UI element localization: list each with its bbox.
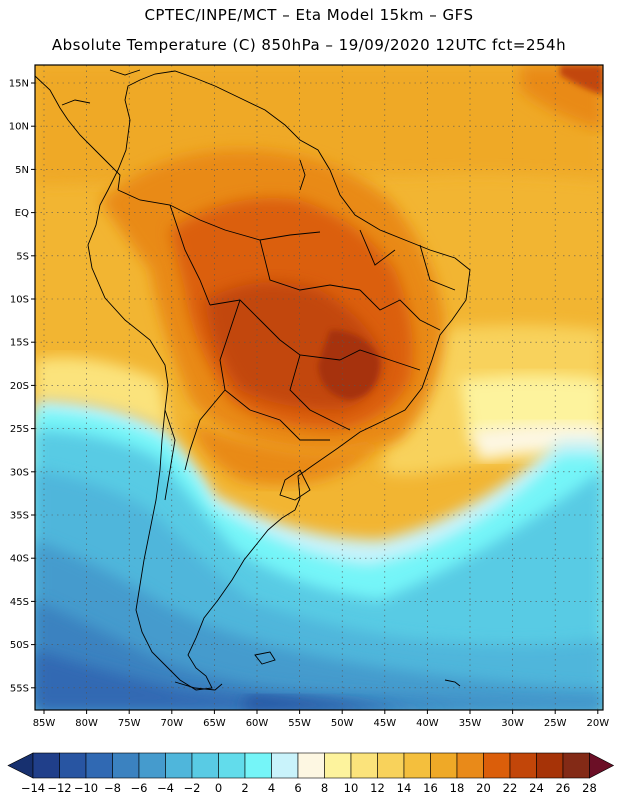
lat-label-EQ: EQ (15, 208, 29, 219)
lon-label-45W: 45W (373, 718, 396, 729)
colorbar-swatch (483, 752, 511, 779)
colorbar-swatch (244, 752, 272, 779)
lat-label-10N: 10N (9, 122, 29, 133)
colorbar-swatch (191, 752, 219, 779)
coastlines-and-borders (35, 69, 471, 691)
colorbar-label: 10 (344, 781, 359, 795)
lon-label-80W: 80W (75, 718, 98, 729)
colorbar-swatch (138, 752, 166, 779)
colorbar-label: −10 (74, 781, 98, 795)
colorbar-swatch (324, 752, 352, 779)
lon-label-75W: 75W (118, 718, 141, 729)
colorbar-swatch (509, 752, 537, 779)
colorbar-swatch (297, 752, 325, 779)
lon-label-85W: 85W (33, 718, 56, 729)
colorbar-label: 22 (503, 781, 518, 795)
colorbar-swatch (350, 752, 378, 779)
lon-label-20W: 20W (586, 718, 609, 729)
colorbar-label: −12 (47, 781, 71, 795)
lat-label-5S: 5S (16, 251, 29, 262)
colorbar-under-arrow (7, 752, 34, 779)
colorbar-label: 28 (582, 781, 597, 795)
colorbar-label: −4 (157, 781, 174, 795)
graticule (35, 65, 603, 710)
lon-label-65W: 65W (203, 718, 226, 729)
lat-label-10S: 10S (10, 295, 29, 306)
colorbar-label: 6 (294, 781, 301, 795)
colorbar-label: 0 (215, 781, 222, 795)
map-subtitle: Absolute Temperature (C) 850hPa – 19/09/… (51, 36, 567, 54)
colorbar-swatch (403, 752, 431, 779)
lon-label-30W: 30W (501, 718, 524, 729)
lat-label-35S: 35S (10, 511, 29, 522)
colorbar-label: 12 (370, 781, 385, 795)
lon-label-50W: 50W (331, 718, 354, 729)
colorbar-swatch (32, 752, 60, 779)
lat-label-15S: 15S (10, 338, 29, 349)
colorbar-label: 14 (397, 781, 412, 795)
lon-label-40W: 40W (416, 718, 439, 729)
colorbar-swatch (430, 752, 458, 779)
colorbar-label: 8 (321, 781, 328, 795)
colorbar-label: 26 (556, 781, 571, 795)
colorbar-label: −2 (184, 781, 201, 795)
lat-label-40S: 40S (10, 554, 29, 565)
colorbar-swatch (59, 752, 87, 779)
colorbar-label: −8 (104, 781, 121, 795)
colorbar-label: 20 (476, 781, 491, 795)
lat-label-20S: 20S (10, 381, 29, 392)
lat-label-15N: 15N (9, 79, 29, 90)
longitude-labels: 85W 80W 75W 70W 65W 60W 55W 50W 45W 40W 35W 30W 25W 2… (33, 710, 609, 729)
colorbar-swatch (536, 752, 564, 779)
colorbar-swatch (85, 752, 113, 779)
temperature-field (35, 65, 603, 710)
colorbar-label: 18 (450, 781, 465, 795)
colorbar-label: 2 (241, 781, 248, 795)
map-frame (34, 64, 604, 711)
colorbar-swatch (456, 752, 484, 779)
map-title: CPTEC/INPE/MCT – Eta Model 15km – GFS (144, 6, 474, 24)
lon-label-25W: 25W (544, 718, 567, 729)
colorbar: −14 −12 −10 −8 −6 −4 −2 0 2 4 6 8 10 12 14 16 18 20 22 24 26… (7, 752, 615, 795)
lat-label-55S: 55S (10, 683, 29, 694)
lat-label-25S: 25S (10, 424, 29, 435)
lon-label-55W: 55W (288, 718, 311, 729)
lat-label-5N: 5N (15, 165, 29, 176)
lon-label-70W: 70W (160, 718, 183, 729)
lat-label-30S: 30S (10, 467, 29, 478)
colorbar-swatch (377, 752, 405, 779)
lon-label-35W: 35W (459, 718, 482, 729)
colorbar-swatch (218, 752, 246, 779)
colorbar-label: 16 (423, 781, 438, 795)
lon-label-60W: 60W (246, 718, 269, 729)
lat-label-45S: 45S (10, 597, 29, 608)
colorbar-label: −6 (131, 781, 148, 795)
colorbar-swatch (165, 752, 193, 779)
lat-label-50S: 50S (10, 640, 29, 651)
colorbar-label: −14 (21, 781, 45, 795)
colorbar-label: 4 (268, 781, 275, 795)
colorbar-label: 24 (529, 781, 544, 795)
latitude-labels: 15N 10N 5N EQ 5S 10S 15S 20S 25S 30S 35S 40S 45S 50S 5… (9, 79, 35, 694)
colorbar-swatch (112, 752, 140, 779)
colorbar-over-arrow (589, 752, 615, 779)
colorbar-swatch (562, 752, 590, 779)
colorbar-swatch (271, 752, 299, 779)
